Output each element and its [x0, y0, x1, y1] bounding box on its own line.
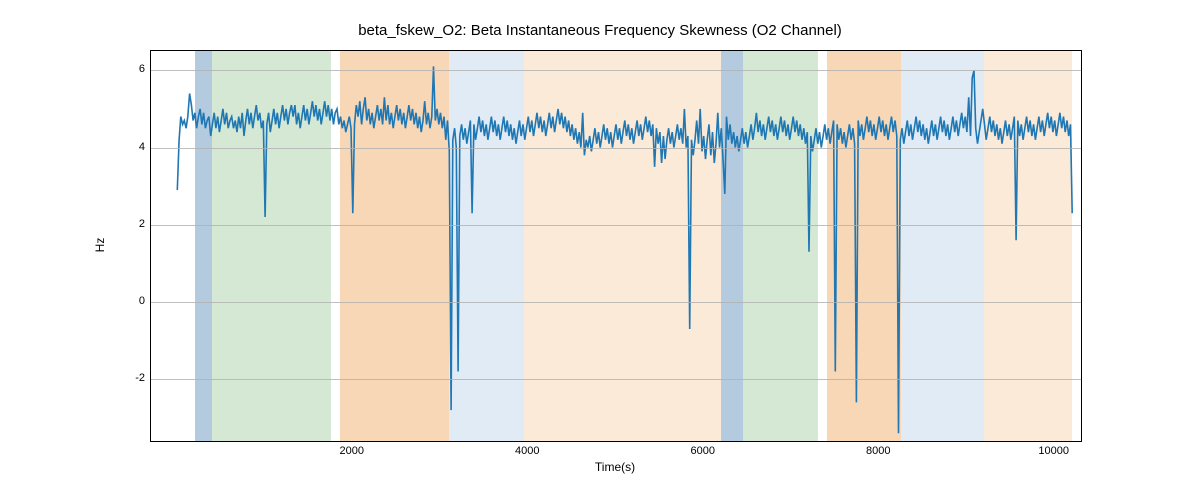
y-axis-label: Hz	[93, 238, 107, 253]
ytick-label: 2	[115, 218, 145, 230]
xtick-label: 10000	[1038, 445, 1069, 457]
chart-title: beta_fskew_O2: Beta Instantaneous Freque…	[0, 22, 1200, 39]
xtick-label: 4000	[515, 445, 539, 457]
plot-area	[150, 50, 1082, 442]
figure: beta_fskew_O2: Beta Instantaneous Freque…	[0, 0, 1200, 500]
ytick-label: 0	[115, 295, 145, 307]
gridline-h	[151, 148, 1081, 149]
gridline-h	[151, 379, 1081, 380]
gridline-h	[151, 302, 1081, 303]
ytick-label: 6	[115, 63, 145, 75]
ytick-label: 4	[115, 141, 145, 153]
x-axis-label: Time(s)	[595, 460, 635, 474]
xtick-label: 6000	[690, 445, 714, 457]
line-series	[151, 51, 1081, 441]
xtick-label: 8000	[866, 445, 890, 457]
gridline-h	[151, 70, 1081, 71]
gridline-h	[151, 225, 1081, 226]
ytick-label: -2	[115, 372, 145, 384]
xtick-label: 2000	[340, 445, 364, 457]
